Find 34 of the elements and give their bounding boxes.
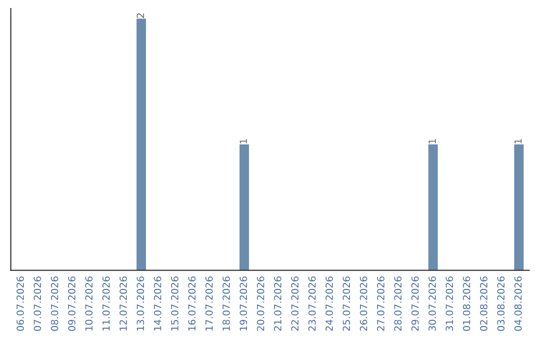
x-tick-label: 31.07.2026 <box>446 276 454 331</box>
x-tick-label: 03.08.2026 <box>497 276 505 331</box>
x-tick-label: 09.07.2026 <box>68 276 76 331</box>
x-tick-label: 10.07.2026 <box>85 276 93 330</box>
x-tick-label: 02.08.2026 <box>480 276 488 331</box>
x-tick-label: 14.07.2026 <box>154 276 162 330</box>
x-tick-label: 07.07.2026 <box>34 276 42 331</box>
data-label: 2 <box>136 13 144 18</box>
x-tick-label: 13.07.2026 <box>136 276 144 330</box>
x-tick-label: 25.07.2026 <box>342 276 350 331</box>
x-tick-label: 08.07.2026 <box>50 276 58 331</box>
x-tick-label: 22.07.2026 <box>291 276 299 331</box>
x-tick-label: 19.07.2026 <box>240 276 248 330</box>
x-tick-label: 21.07.2026 <box>274 276 282 331</box>
x-tick-label: 01.08.2026 <box>462 276 470 331</box>
x-tick-label: 15.07.2026 <box>171 276 178 330</box>
x-tick-label: 18.07.2026 <box>222 276 230 330</box>
data-label: 1 <box>514 139 522 144</box>
x-tick-label: 04.08.2026 <box>514 276 522 331</box>
x-tick-label: 30.07.2026 <box>428 276 436 331</box>
x-tick-label: 28.07.2026 <box>394 276 402 331</box>
x-tick-label: 11.07.2026 <box>102 276 110 330</box>
x-tick-label: 12.07.2026 <box>120 276 127 330</box>
x-tick-label: 23.07.2026 <box>308 276 316 331</box>
x-tick-label: 26.07.2026 <box>360 276 368 331</box>
x-tick-label: 20.07.2026 <box>256 276 264 331</box>
x-tick-label: 24.07.2026 <box>326 276 333 331</box>
data-label: 1 <box>240 139 247 144</box>
x-tick-label: 06.07.2026 <box>16 276 24 331</box>
x-tick-label: 27.07.2026 <box>377 276 384 331</box>
data-label: 1 <box>428 139 436 144</box>
x-tick-label: 29.07.2026 <box>411 276 419 331</box>
x-tick-label: 17.07.2026 <box>205 276 213 330</box>
x-tick-label: 16.07.2026 <box>188 276 196 330</box>
